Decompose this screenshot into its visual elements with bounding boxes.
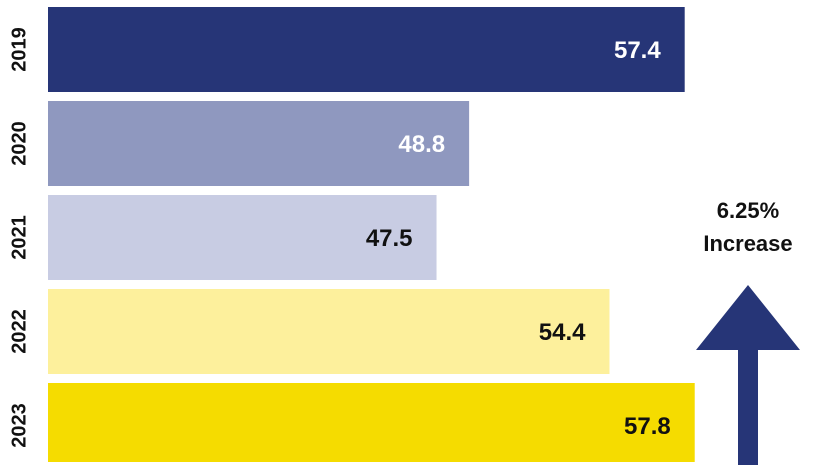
increase-arrow xyxy=(696,285,800,465)
value-label: 54.4 xyxy=(539,319,586,346)
value-label: 47.5 xyxy=(366,225,413,252)
value-label: 48.8 xyxy=(398,131,445,158)
category-label: 2021 xyxy=(8,215,30,260)
value-label: 57.8 xyxy=(624,413,671,440)
bar xyxy=(48,289,610,374)
category-label: 2023 xyxy=(8,403,30,448)
value-label: 57.4 xyxy=(614,37,661,64)
bar xyxy=(48,7,685,92)
category-label: 2019 xyxy=(8,27,30,72)
category-label: 2020 xyxy=(8,121,30,166)
bar xyxy=(48,195,437,280)
bar xyxy=(48,383,695,462)
category-label: 2022 xyxy=(8,309,30,354)
bar xyxy=(48,101,470,186)
annotation: 6.25% xyxy=(717,198,779,223)
annotation: Increase xyxy=(703,231,792,256)
